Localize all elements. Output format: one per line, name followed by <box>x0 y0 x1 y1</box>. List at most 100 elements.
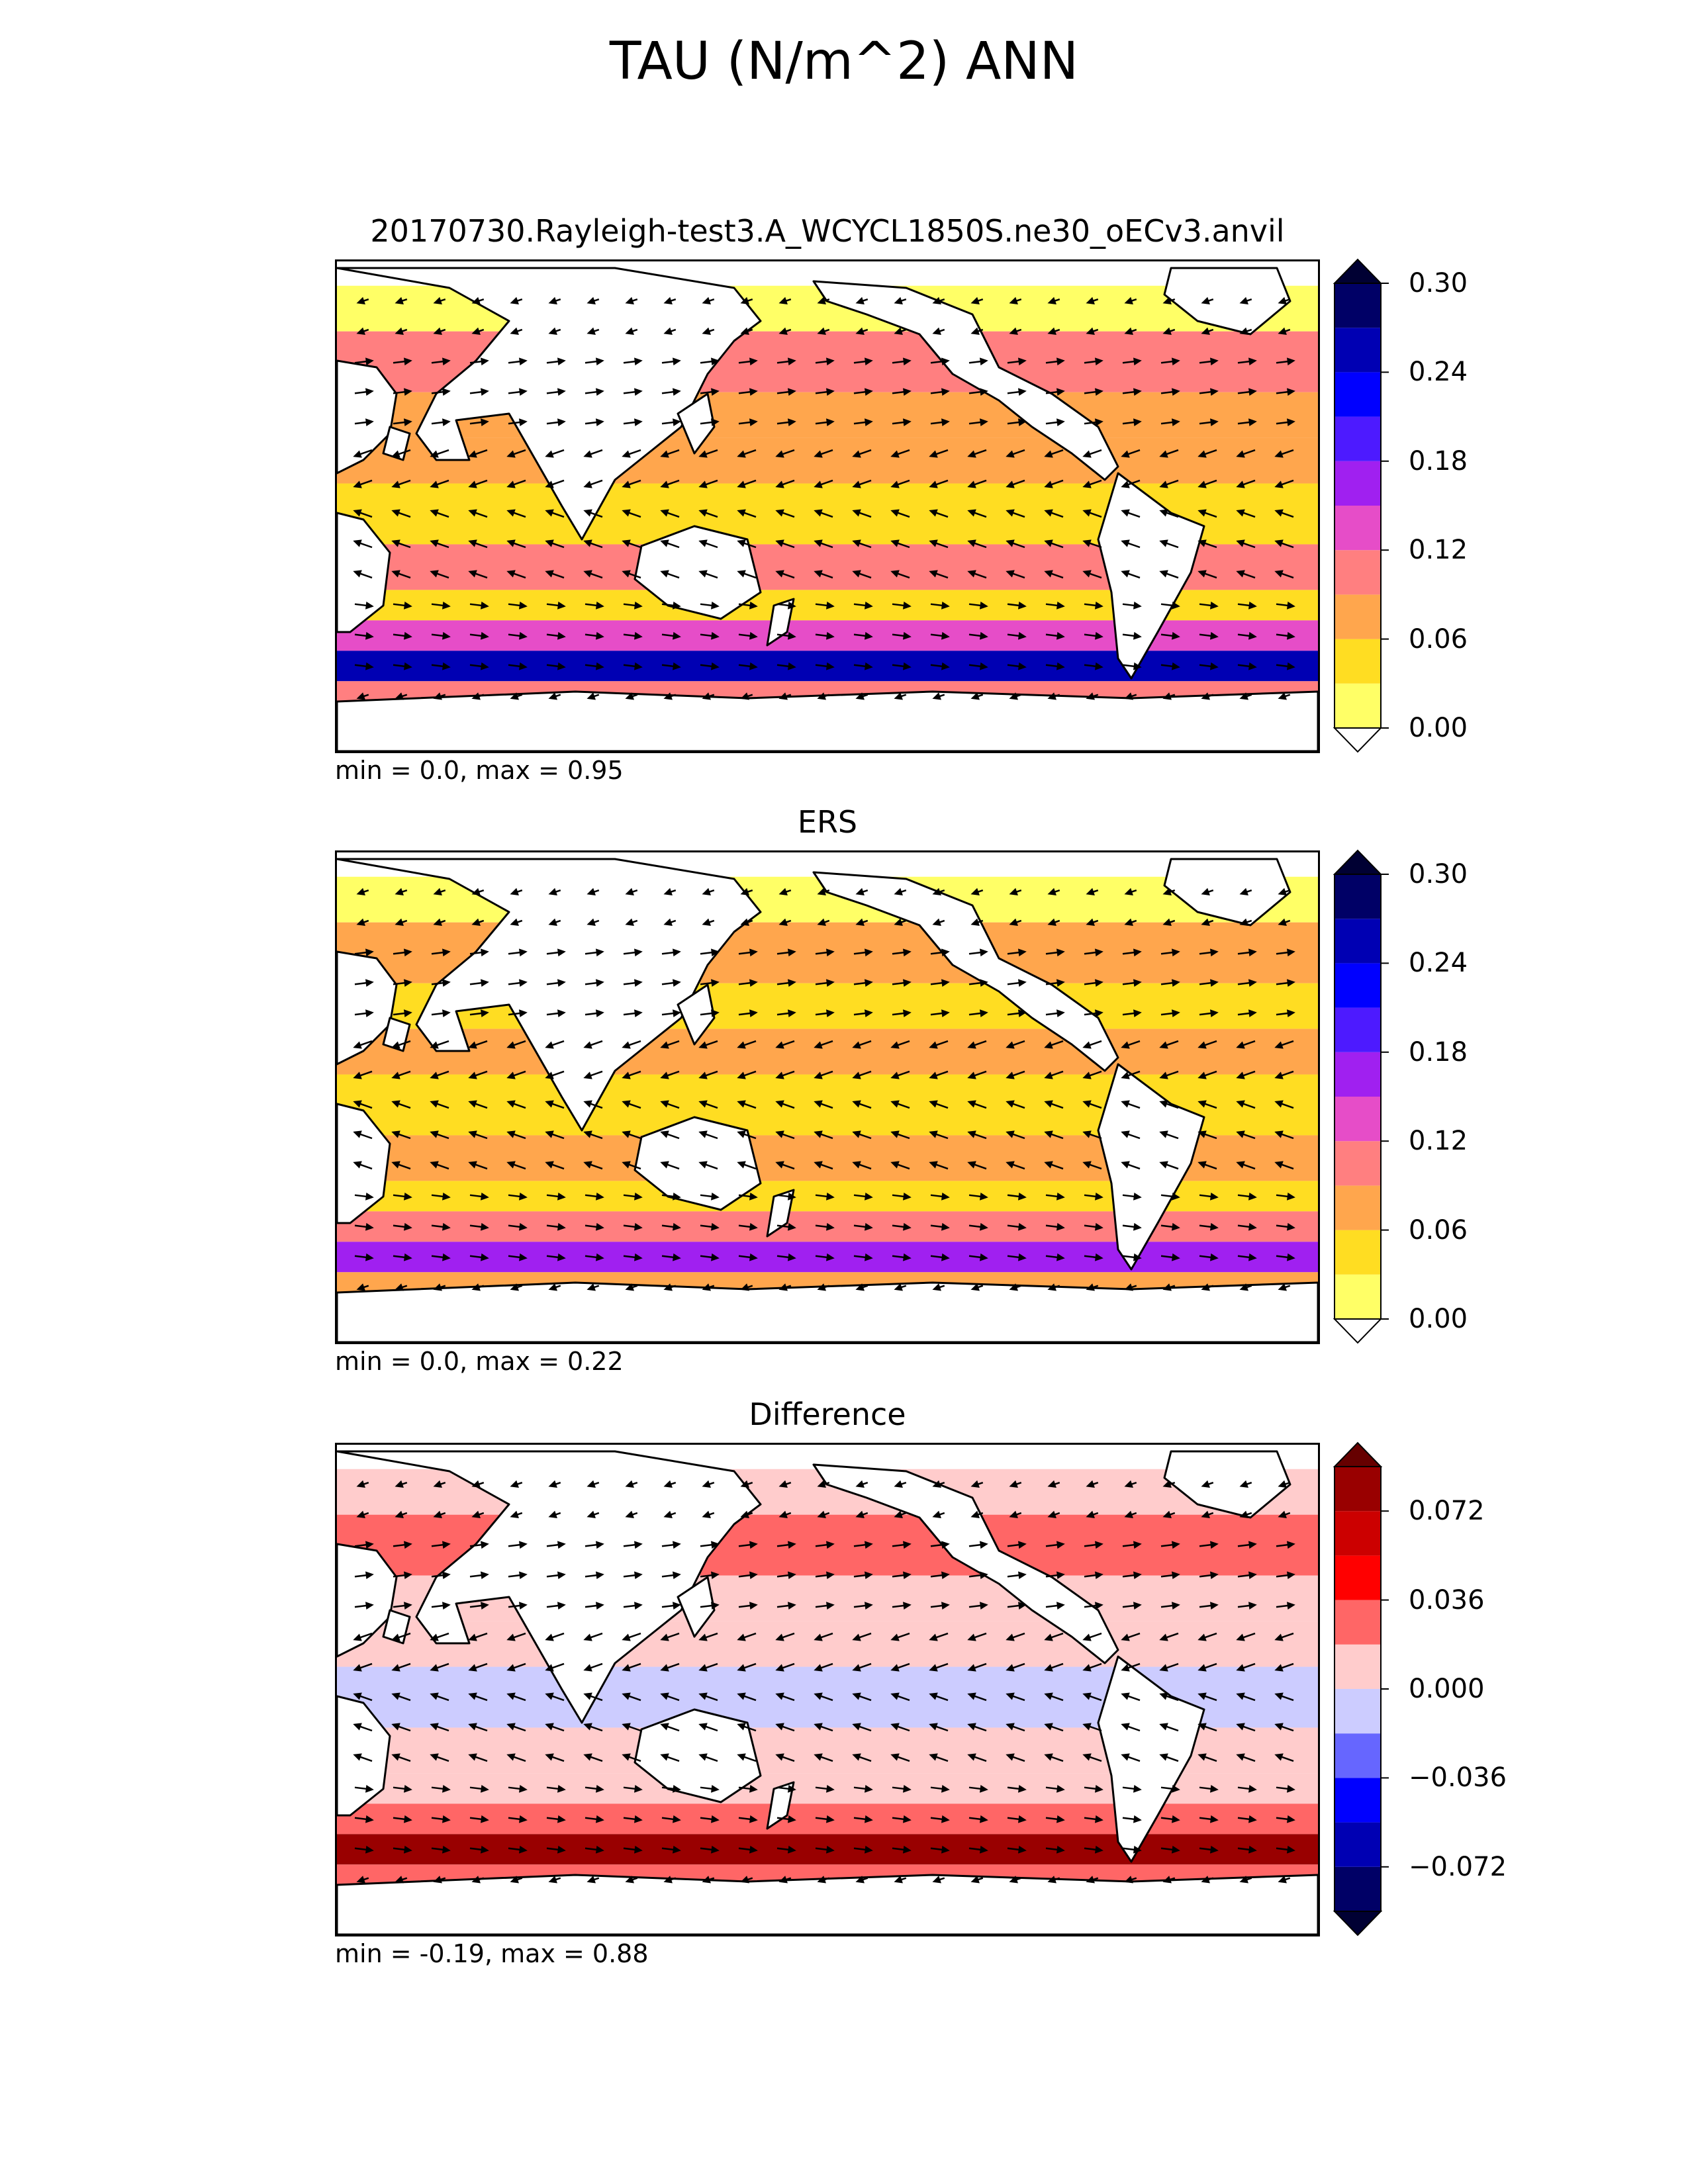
vector-arrow-288 <box>853 1815 873 1823</box>
vector-arrow-64 <box>892 357 912 366</box>
vector-arrow-193 <box>1044 1692 1064 1702</box>
vector-arrow-66 <box>968 948 988 957</box>
vector-arrow-43 <box>1047 918 1060 926</box>
vector-arrow-105 <box>546 1009 566 1018</box>
vector-arrow-65 <box>930 948 950 957</box>
vector-arrow-176 <box>391 1100 411 1109</box>
vector-arrow-191 <box>967 1692 987 1702</box>
vector-arrow-5 <box>548 296 561 304</box>
vector-arrow-45 <box>1124 1510 1137 1518</box>
vector-arrow-114 <box>892 1009 912 1018</box>
colorbar-tick-label: 0.18 <box>1409 445 1468 477</box>
vector-arrow-13 <box>855 1480 868 1488</box>
vector-arrow-219 <box>1082 1723 1102 1732</box>
colorbar-swatch-4 <box>1335 1689 1381 1734</box>
vector-arrow-283 <box>661 1222 681 1231</box>
vector-arrow-261 <box>776 1784 796 1793</box>
colorbar-svg <box>1333 258 1389 753</box>
vector-arrow-116 <box>968 418 988 427</box>
vector-arrow-317 <box>1007 1845 1027 1854</box>
vector-arrow-115 <box>930 418 950 427</box>
vector-arrow-216 <box>967 539 987 549</box>
vector-arrow-62 <box>815 948 835 957</box>
vector-arrow-224 <box>1274 539 1294 549</box>
vector-arrow-22 <box>1201 1480 1214 1488</box>
vector-arrow-24 <box>1278 887 1291 895</box>
vector-arrow-218 <box>1044 1130 1064 1140</box>
colorbar-swatch-6 <box>1335 1007 1381 1052</box>
vector-arrow-265 <box>930 1192 950 1201</box>
vector-arrow-32 <box>625 1510 638 1518</box>
vector-arrow-237 <box>814 1161 833 1170</box>
vector-arrow-194 <box>1082 1100 1102 1109</box>
vector-arrow-160 <box>737 1070 757 1079</box>
vector-arrow-19 <box>1086 296 1099 304</box>
vector-arrow-279 <box>508 1222 528 1231</box>
vector-arrow-126 <box>391 1632 411 1641</box>
vector-arrow-123 <box>1237 418 1257 427</box>
vector-arrow-310 <box>738 1845 758 1854</box>
vector-arrow-311 <box>776 1253 796 1261</box>
vector-arrow-8 <box>663 887 677 895</box>
vector-arrow-334 <box>702 1876 715 1884</box>
vector-arrow-306 <box>585 1253 604 1261</box>
vector-arrow-218 <box>1044 1723 1064 1732</box>
vector-arrow-239 <box>890 570 910 579</box>
vector-arrow-9 <box>702 887 715 895</box>
vector-arrow-24 <box>1278 296 1291 304</box>
vector-arrow-143 <box>1044 1632 1064 1641</box>
vector-arrow-327 <box>433 1283 446 1291</box>
vector-arrow-244 <box>1082 1753 1102 1762</box>
vector-arrow-88 <box>853 1571 873 1580</box>
vector-arrow-177 <box>430 1100 449 1109</box>
vector-arrow-12 <box>817 1480 830 1488</box>
vector-arrow-137 <box>814 449 833 458</box>
vector-arrow-118 <box>1045 1009 1065 1018</box>
vector-arrow-229 <box>506 570 526 579</box>
vector-arrow-9 <box>702 296 715 304</box>
vector-arrow-61 <box>776 357 796 366</box>
vector-arrow-327 <box>433 692 446 700</box>
vector-arrow-97 <box>1199 979 1219 987</box>
vector-arrow-211 <box>775 539 795 549</box>
vector-arrow-347 <box>1201 692 1214 700</box>
vector-arrow-344 <box>1086 1283 1099 1291</box>
vector-arrow-198 <box>1236 509 1256 518</box>
vector-arrow-38 <box>855 918 868 926</box>
vector-arrow-308 <box>661 1845 681 1854</box>
vector-arrow-7 <box>625 1480 638 1488</box>
colorbar-tick-label: 0.30 <box>1409 268 1468 298</box>
vector-arrow-320 <box>1122 1845 1142 1854</box>
vector-arrow-40 <box>932 1510 945 1518</box>
vector-arrow-14 <box>894 887 907 895</box>
vector-arrow-7 <box>625 296 638 304</box>
vector-arrow-124 <box>1276 1009 1295 1018</box>
vector-arrow-201 <box>391 1723 411 1732</box>
vector-arrow-37 <box>817 918 830 926</box>
vector-arrow-38 <box>855 327 868 335</box>
vector-arrow-76 <box>393 388 412 396</box>
vector-arrow-124 <box>1276 1602 1295 1610</box>
colorbar-extend-over <box>1333 258 1383 284</box>
vector-arrow-259 <box>700 1784 720 1793</box>
vector-arrow-82 <box>623 388 643 396</box>
vector-arrow-303 <box>469 662 489 670</box>
vector-arrow-328 <box>471 1283 485 1291</box>
vector-arrow-214 <box>890 1723 910 1732</box>
vector-arrow-233 <box>660 1161 680 1170</box>
vector-arrow-301 <box>393 1253 412 1261</box>
vector-arrow-325 <box>356 1283 369 1291</box>
vector-arrow-252 <box>431 1784 451 1793</box>
vector-arrow-197 <box>1197 1692 1217 1702</box>
vector-arrow-138 <box>852 1040 872 1049</box>
vector-arrow-188 <box>852 509 872 518</box>
colorbar-swatch-9 <box>1335 1467 1381 1512</box>
vector-arrow-288 <box>853 1222 873 1231</box>
vector-arrow-42 <box>1009 1510 1022 1518</box>
vector-arrow-48 <box>1239 918 1252 926</box>
vector-arrow-263 <box>853 1192 873 1201</box>
vector-arrow-310 <box>738 662 758 670</box>
vector-arrow-338 <box>855 692 868 700</box>
vector-arrow-139 <box>890 1040 910 1049</box>
vector-arrow-127 <box>430 1040 449 1049</box>
